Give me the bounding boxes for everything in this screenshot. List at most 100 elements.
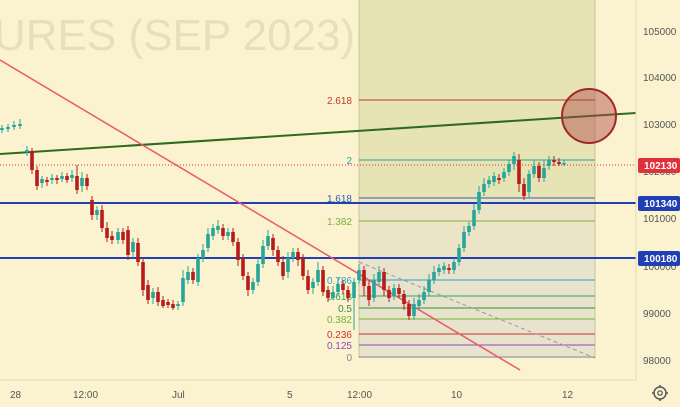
time-tick-1200-b: 12:00 [347,390,372,401]
candle-body [397,288,401,294]
fib-label-0236: 0.236 [327,330,352,341]
fib-label-05: 0.5 [338,304,352,315]
time-tick-1200-a: 12:00 [73,390,98,401]
fib-mid-zone [359,198,595,258]
time-axis[interactable] [0,380,636,407]
candle-body [100,210,104,228]
candle-body [497,178,501,180]
candle-body [191,272,195,280]
candle-body [12,125,16,127]
current-price-badge-text: 102130 [644,161,678,172]
candle-body [246,276,250,290]
candle-body [532,166,536,174]
candle-body [316,270,320,282]
candle-body [181,278,185,302]
candle-body [105,228,109,238]
time-tick-5: 5 [287,390,293,401]
price-tick-104000: 104000 [643,73,677,84]
candle-body [206,234,210,248]
candle-body [196,258,200,282]
candle-body [357,270,361,280]
candle-body [121,232,125,240]
candle-body [472,210,476,226]
price-tick-100000: 100000 [643,262,677,273]
candle-body [367,286,371,300]
candle-body [80,178,84,186]
candle-body [392,288,396,296]
candle-body [382,272,386,290]
candle-body [296,252,300,260]
candle-body [40,179,44,183]
price-axis[interactable] [636,0,680,380]
candlestick-series[interactable] [0,119,566,330]
candle-body [65,176,69,180]
candle-body [45,180,49,182]
candle-body [336,284,340,292]
red-trendline[interactable] [0,59,521,371]
candle-body [286,258,290,272]
fib-label-0: 0 [346,353,352,364]
candle-body [35,170,39,186]
candle-body [226,232,230,236]
candle-body [457,248,461,262]
candle-body [25,150,29,152]
candle-body [512,156,516,164]
fib-trend-dashed-line [358,261,596,359]
price-tick-101000: 101000 [643,214,677,225]
candle-body [562,163,566,165]
candle-body [422,292,426,300]
candle-body [0,128,4,130]
candle-body [517,160,521,184]
candle-body [95,210,99,215]
candle-body [55,178,59,180]
candle-body [547,160,551,166]
symbol-watermark: URES (SEP 2023) [0,11,355,60]
candle-body [151,292,155,298]
candle-body [387,290,391,298]
fib-label-2618: 2.618 [327,96,352,107]
candle-body [537,166,541,178]
candle-body [326,290,330,298]
candle-body [131,242,135,252]
candle-body [281,262,285,276]
candle-body [467,226,471,232]
candle-body [427,280,431,292]
candle-body [171,304,175,308]
gear-icon[interactable] [652,385,668,401]
candle-body [542,168,546,178]
candle-body [90,200,94,215]
candle-body [266,236,270,246]
fib-label-0382: 0.382 [327,315,352,326]
candle-body [417,300,421,306]
fib-label-0786: 0.786 [327,276,352,287]
candle-body [70,175,74,178]
time-tick-12: 12 [562,390,574,401]
green-trendline[interactable] [0,112,637,155]
time-tick-10: 10 [451,390,463,401]
price-tick-99000: 99000 [643,309,671,320]
candle-body [291,252,295,258]
price-tick-98000: 98000 [643,356,671,367]
price-tick-105000: 105000 [643,27,677,38]
candle-body [341,284,345,290]
target-circle[interactable] [561,88,617,144]
candle-body [437,268,441,272]
candle-body [6,127,10,129]
candle-body [201,250,205,258]
candle-body [522,184,526,196]
candle-body [261,246,265,264]
candle-body [186,272,190,280]
candle-body [156,292,160,302]
candle-body [271,238,275,250]
price-tick-103000: 103000 [643,120,677,131]
fib-label-0125: 0.125 [327,341,352,352]
candle-body [256,264,260,282]
candle-body [482,184,486,192]
candle-body [432,272,436,280]
candle-body [276,250,280,262]
candle-body [241,258,245,276]
candle-body [552,160,556,162]
candle-body [452,262,456,270]
